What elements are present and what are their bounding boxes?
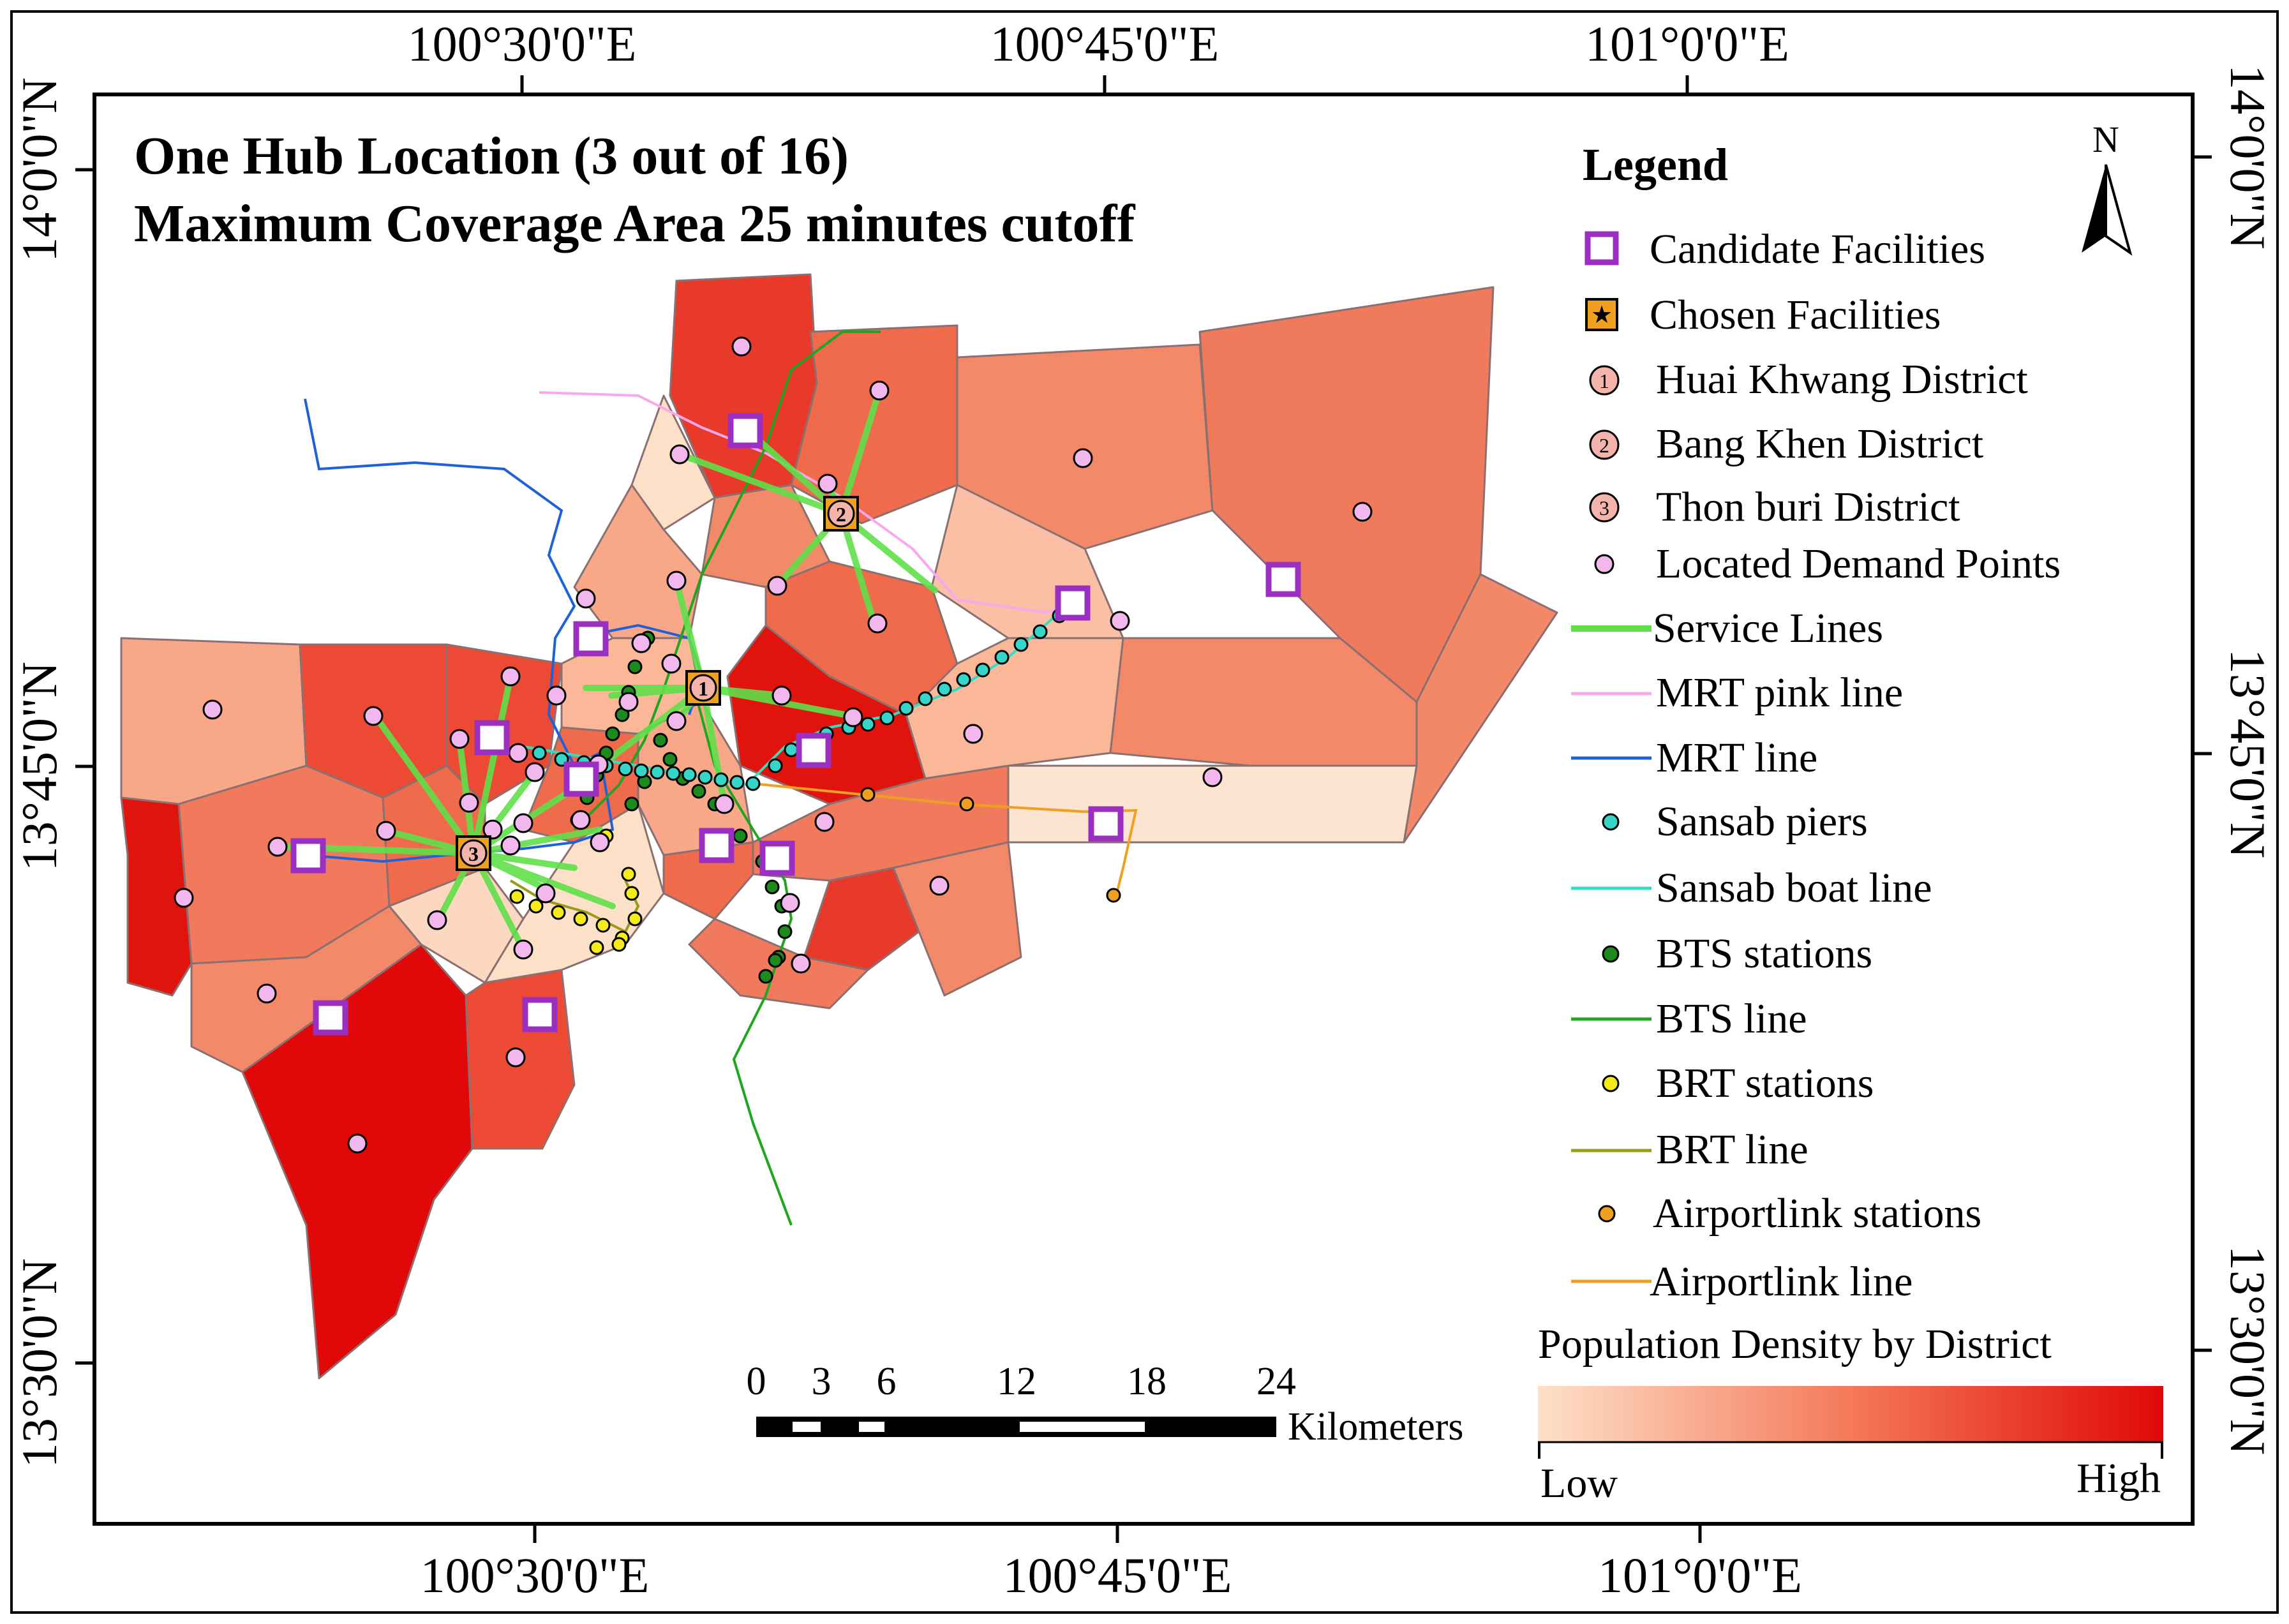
district <box>956 343 1214 550</box>
district <box>241 943 473 1380</box>
legend-label: Candidate Facilities <box>1650 226 1985 272</box>
scale-tick: 0 <box>747 1360 766 1403</box>
legend-label: Chosen Facilities <box>1650 292 1941 338</box>
density-ramp-title: Population Density by District <box>1538 1321 2052 1367</box>
district <box>790 324 958 525</box>
legend-label: BTS line <box>1656 995 1807 1042</box>
chosen-facility-hub-2: 2 <box>823 496 859 532</box>
chosen-facility-icon: ★ <box>1585 298 1618 331</box>
outer-frame <box>10 10 2279 1614</box>
left-lat-label: 13°30'0"N <box>11 1258 67 1468</box>
legend-label: Thon buri District <box>1656 484 1960 530</box>
demand-points <box>174 336 1373 1154</box>
left-lat-label: 13°45'0"N <box>11 662 67 871</box>
sansab-pier-icon <box>1602 813 1620 831</box>
legend-label: Airportlink line <box>1650 1258 1912 1305</box>
district <box>803 867 920 971</box>
chosen-facility-hub-1: 1 <box>685 670 721 706</box>
candidate-facilities <box>290 413 1301 1036</box>
density-color-ramp <box>1538 1386 2163 1442</box>
top-lon-label: 100°45'0"E <box>990 16 1219 71</box>
district <box>892 841 1022 997</box>
top-lon-label: 100°30'0"E <box>408 16 637 71</box>
brt-station-icon <box>1602 1075 1620 1092</box>
svg-text:1: 1 <box>698 677 708 700</box>
district-marker-1-icon: 1 <box>1589 365 1620 396</box>
bts-line <box>688 669 793 1226</box>
svg-text:2: 2 <box>836 503 846 526</box>
map-title-line-1: One Hub Location (3 out of 16) <box>134 126 849 186</box>
scale-bar: 0 3 6 12 18 24 Kilometers <box>747 1360 1464 1449</box>
legend-label: Bang Khen District <box>1656 421 1983 467</box>
legend-label: Sansab boat line <box>1656 865 1932 911</box>
graticule-ticks <box>75 75 2212 1543</box>
district <box>1403 573 1558 844</box>
scale-tick: 18 <box>1127 1360 1167 1403</box>
svg-text:2: 2 <box>1599 434 1609 457</box>
bottom-lon-label: 100°30'0"E <box>421 1547 650 1603</box>
svg-text:N: N <box>2092 119 2119 160</box>
density-high-label: High <box>2077 1455 2161 1501</box>
scale-tick: 24 <box>1256 1360 1296 1403</box>
right-lat-label: 13°30'0"N <box>2220 1246 2276 1455</box>
svg-text:3: 3 <box>1599 496 1609 519</box>
legend: Legend ★ 1 2 3 Candidate Facilities Chos… <box>1538 139 2163 1507</box>
district-marker-2-icon: 2 <box>1589 429 1620 460</box>
scale-tick: 3 <box>812 1360 831 1403</box>
map-title-line-2: Maximum Coverage Area 25 minutes cutoff <box>134 194 1136 253</box>
top-lon-label: 101°0'0"E <box>1585 16 1789 71</box>
scale-unit: Kilometers <box>1288 1405 1464 1449</box>
legend-title: Legend <box>1583 139 1728 190</box>
svg-text:★: ★ <box>1591 302 1613 329</box>
demand-point-icon <box>1594 554 1614 574</box>
bottom-lon-label: 101°0'0"E <box>1598 1547 1802 1603</box>
legend-label: Sansab piers <box>1656 798 1868 845</box>
right-lat-label: 14°0'0"N <box>2220 64 2276 249</box>
candidate-facility-icon <box>1584 231 1619 265</box>
bottom-lon-label: 100°45'0"E <box>1003 1547 1232 1603</box>
legend-label: BTS stations <box>1656 930 1872 977</box>
district <box>120 796 193 997</box>
airportlink-stations <box>860 787 1121 903</box>
airportlink-line <box>752 782 1138 894</box>
svg-text:3: 3 <box>468 842 479 865</box>
scale-tick: 6 <box>877 1360 897 1403</box>
legend-label: Airportlink stations <box>1653 1190 1981 1237</box>
legend-label: Located Demand Points <box>1656 540 2061 587</box>
north-arrow-icon: N <box>2082 119 2133 256</box>
airportlink-station-icon <box>1598 1205 1616 1223</box>
density-low-label: Low <box>1540 1460 1618 1507</box>
legend-label: MRT line <box>1656 734 1817 781</box>
legend-label: MRT pink line <box>1656 669 1903 716</box>
legend-label: BRT stations <box>1656 1060 1874 1106</box>
district-marker-3-icon: 3 <box>1589 492 1620 523</box>
legend-label: BRT line <box>1656 1126 1808 1173</box>
legend-label: Service Lines <box>1653 605 1883 652</box>
scale-tick: 12 <box>997 1360 1036 1403</box>
chosen-facility-hub-3: 3 <box>456 835 491 871</box>
bts-station-icon <box>1602 945 1620 963</box>
svg-text:1: 1 <box>1599 369 1609 392</box>
right-lat-label: 13°45'0"N <box>2220 649 2276 858</box>
graticule-labels: 100°30'0"E 100°45'0"E 101°0'0"E 100°30'0… <box>11 16 2276 1603</box>
legend-label: Huai Khwang District <box>1656 356 2028 403</box>
left-lat-label: 14°0'0"N <box>11 77 67 262</box>
